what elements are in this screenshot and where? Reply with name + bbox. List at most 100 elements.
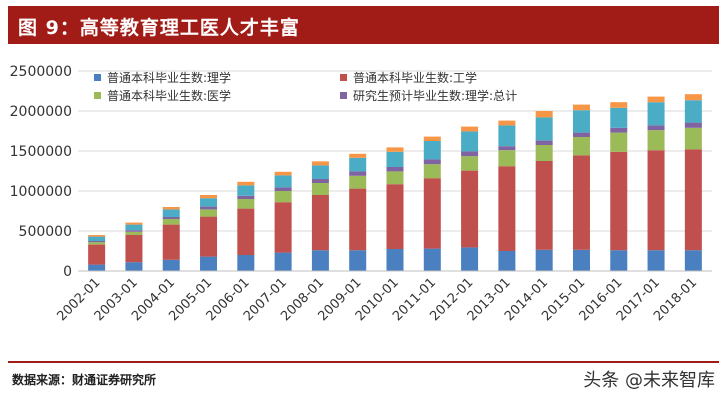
bar-segment [572, 155, 590, 250]
bar-segment [349, 175, 367, 189]
bar-segment [274, 202, 292, 253]
legend-label: 普通本科毕业生数:理学 [107, 70, 231, 85]
figure-title: 图 9：高等教育理工医人才丰富 [18, 17, 300, 39]
bar-segment [237, 255, 255, 271]
bar-segment [88, 235, 106, 237]
bar-segment [461, 126, 479, 132]
bar-segment [200, 198, 218, 207]
bar-segment [274, 171, 292, 176]
bar-segment [647, 96, 665, 103]
bar-segment [237, 195, 255, 199]
bar-segment [610, 151, 628, 251]
y-tick-label: 1500000 [10, 144, 72, 160]
bar-segment [274, 187, 292, 191]
bar-segment [162, 259, 180, 271]
bar-segment [386, 167, 404, 172]
bar-segment [349, 171, 367, 176]
bar-segment [349, 250, 367, 271]
bar-segment [461, 151, 479, 157]
chart-area: 0 500000 1000000 1500000 2000000 2500000 2002-… [8, 50, 719, 358]
y-tick-label: 2500000 [10, 64, 72, 80]
bar-segment [498, 120, 516, 126]
bar-segment [162, 219, 180, 225]
bar-segment [572, 249, 590, 271]
bar-segment [684, 122, 702, 128]
bar-segment [88, 244, 106, 265]
bar-segment [647, 130, 665, 151]
bar-segment [423, 248, 441, 271]
bar-segment [125, 222, 143, 225]
bar-segment [88, 242, 106, 245]
bar-segment [423, 159, 441, 165]
bar-segment [535, 117, 553, 141]
bar-segment [610, 132, 628, 152]
bar-segment [349, 188, 367, 251]
bar-segment [684, 100, 702, 123]
bar-segment [386, 171, 404, 185]
bar-segment [684, 127, 702, 150]
bar-segment [610, 107, 628, 128]
bar-segment [162, 207, 180, 210]
legend-swatch [94, 92, 101, 99]
bar-segment [498, 125, 516, 147]
bar-segment [461, 156, 479, 171]
bar-segment [125, 262, 143, 271]
bar-segment [386, 184, 404, 249]
bar-segment [610, 102, 628, 108]
bar-segment [200, 206, 218, 210]
y-tick-label: 500000 [19, 224, 72, 240]
bar-segment [311, 165, 329, 179]
bar-segment [349, 153, 367, 158]
bar-segment [200, 209, 218, 217]
bar-segment [200, 256, 218, 271]
data-source: 数据来源：财通证券研究所 [12, 373, 157, 387]
bar-segment [498, 166, 516, 251]
y-tick-label: 0 [63, 264, 72, 280]
bar-segment [498, 150, 516, 167]
bar-segment [461, 247, 479, 271]
bar-segment [274, 252, 292, 271]
bar-segment [162, 209, 180, 217]
bar-segment [311, 250, 329, 271]
bar-segment [610, 127, 628, 133]
bar-segment [572, 132, 590, 137]
bar-segment [423, 164, 441, 179]
bar-segment [610, 250, 628, 271]
bar-segment [125, 230, 143, 232]
legend-swatch [340, 74, 347, 81]
bar-segment [311, 161, 329, 166]
bar-segment [237, 208, 255, 255]
bar-segment [162, 224, 180, 260]
bar-segment [237, 199, 255, 209]
bar-segment [535, 140, 553, 145]
bar-segment [311, 183, 329, 195]
bar-segment [88, 241, 106, 243]
bar-segment [535, 161, 553, 250]
bar-segment [684, 94, 702, 101]
watermark-text: 头条 @未来智库 [583, 370, 715, 391]
bar-segment [498, 251, 516, 271]
bar-segment [572, 104, 590, 111]
bar-segment [274, 191, 292, 203]
legend-label: 研究生预计毕业生数:理学:总计 [353, 88, 517, 103]
bar-segment [423, 136, 441, 141]
bar-segment [423, 178, 441, 249]
bar-segment [349, 157, 367, 172]
footer-divider [8, 361, 719, 363]
bar-segment [311, 179, 329, 183]
bar-segment [647, 125, 665, 131]
bar-segment [88, 264, 106, 271]
bar-segment [386, 151, 404, 167]
stacked-bar-chart: 050000010000001500000200000025000002002-… [10, 64, 712, 324]
legend-swatch [340, 92, 347, 99]
legend-label: 普通本科毕业生数:工学 [353, 70, 477, 85]
bar-segment [461, 131, 479, 152]
bar-segment [125, 235, 143, 263]
bar-segment [572, 137, 590, 156]
bar-segment [125, 224, 143, 231]
bar-segment [237, 181, 255, 186]
bar-segment [88, 236, 106, 241]
bar-segment [274, 175, 292, 188]
bar-segment [386, 147, 404, 152]
bar-segment [311, 195, 329, 251]
